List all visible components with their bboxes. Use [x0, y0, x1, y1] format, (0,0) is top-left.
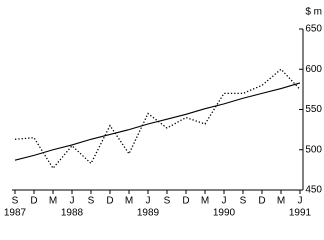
x-tick-label: S [12, 196, 19, 207]
year-label: 1987 [4, 208, 27, 219]
y-tick-label: 550 [305, 104, 322, 115]
x-tick-label: M [125, 196, 133, 207]
x-tick-label: M [201, 196, 209, 207]
y-tick-label: 500 [305, 144, 322, 155]
x-tick-label: S [88, 196, 95, 207]
y-tick-label: 600 [305, 64, 322, 75]
year-label: 1990 [213, 208, 236, 219]
x-tick-label: D [182, 196, 189, 207]
year-label: 1988 [61, 208, 84, 219]
x-tick-label: M [277, 196, 285, 207]
dotted-line [14, 68, 301, 170]
x-tick-label: J [298, 196, 303, 207]
year-label: 1989 [137, 208, 160, 219]
x-tick-label: J [222, 196, 227, 207]
trend-line [14, 82, 301, 161]
y-unit: $ m [305, 7, 322, 18]
x-tick-label: M [49, 196, 57, 207]
x-tick-label: J [146, 196, 151, 207]
x-tick-label: D [30, 196, 37, 207]
x-tick-label: D [258, 196, 265, 207]
x-tick-label: S [164, 196, 171, 207]
x-tick-label: S [240, 196, 247, 207]
x-tick-label: J [70, 196, 75, 207]
year-label: 1991 [289, 208, 312, 219]
y-tick-label: 650 [305, 24, 322, 35]
x-tick-label: D [106, 196, 113, 207]
y-tick-label: 450 [305, 185, 322, 196]
